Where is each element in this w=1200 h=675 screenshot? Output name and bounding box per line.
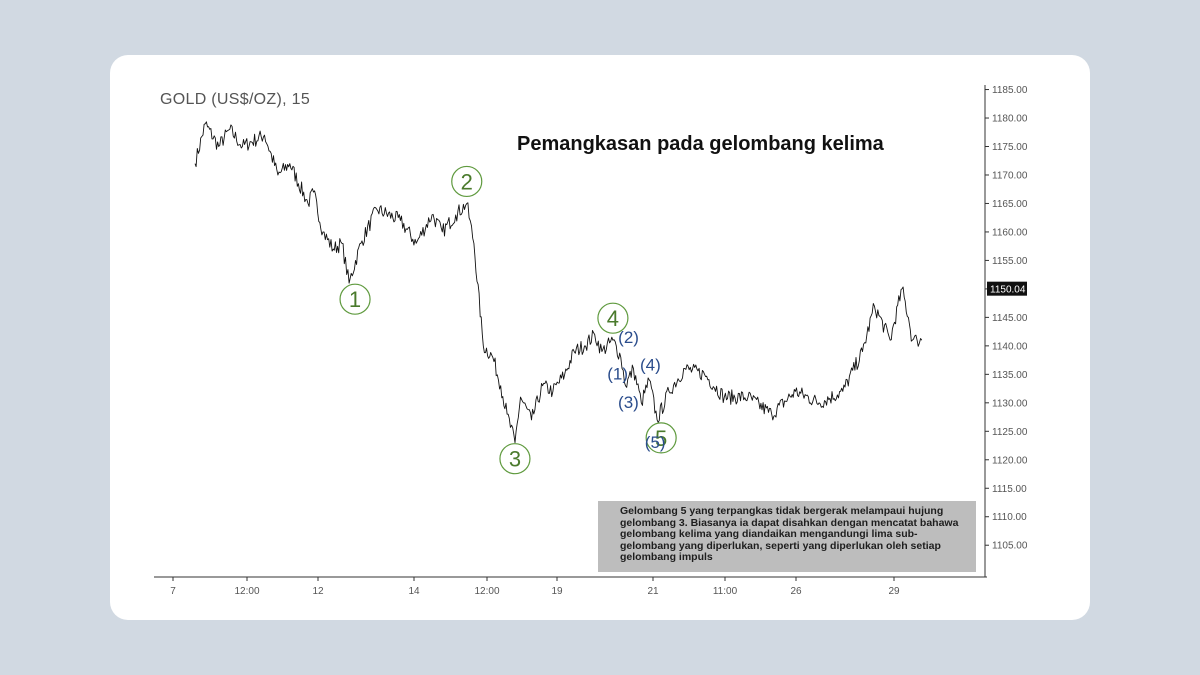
wave-circle-3 [499,443,531,475]
y-tick-label: 1185.00 [992,85,1028,96]
x-tick-label: 12:00 [474,586,499,597]
y-tick-label: 1110.00 [992,512,1027,523]
y-tick-label: 1115.00 [992,484,1027,495]
x-tick-label: 21 [647,586,659,597]
wave-circle-1 [339,283,371,315]
x-tick-label: 14 [408,586,420,597]
gold-price-chart: 1185.00 1180.00 1175.00 1170.00 1165.00 1160.… [154,85,1028,597]
wave-label-1: 1 [349,287,361,312]
y-tick-label: 1170.00 [992,170,1028,181]
y-tick-label: 1145.00 [992,313,1028,324]
subwave-label: (1) [607,364,628,383]
x-tick-label: 26 [790,586,802,597]
wave-circle-4 [597,302,629,334]
subwave-label: (3) [618,393,639,412]
current-price-label: 1150.04 [990,285,1026,296]
subwave-label: (5) [645,433,666,452]
y-tick-label: 1105.00 [992,541,1028,552]
wave-label-4: 4 [607,306,619,331]
x-tick-label: 29 [888,586,900,597]
wave-label-3: 3 [509,447,521,472]
x-tick-label: 12:00 [234,586,259,597]
y-tick-label: 1180.00 [992,114,1028,125]
price-line [194,121,923,444]
x-tick-label: 12 [312,586,324,597]
y-tick-label: 1175.00 [992,142,1028,153]
y-tick-label: 1120.00 [992,455,1028,466]
y-tick-label: 1160.00 [992,227,1028,238]
chart-card: 1185.00 1180.00 1175.00 1170.00 1165.00 1160.… [110,55,1090,620]
subwave-label: (2) [618,328,639,347]
y-tick-label: 1155.00 [992,256,1028,267]
y-tick-label: 1130.00 [992,398,1028,409]
wave-circle-2 [451,165,483,198]
annotation-box: Gelombang 5 yang terpangkas tidak berger… [598,501,976,572]
chart-title: Pemangkasan pada gelombang kelima [517,133,884,155]
y-tick-label: 1140.00 [992,341,1028,352]
y-tick-label: 1135.00 [992,370,1028,381]
current-price-tag [987,281,1027,296]
wave-label-5: 5 [655,426,667,451]
subwave-label: (4) [640,356,661,375]
wave-circle-5 [645,422,677,454]
symbol-label: GOLD (US$/OZ), 15 [160,91,311,108]
y-tick-label: 1125.00 [992,427,1028,438]
x-tick-label: 11:00 [713,586,738,597]
x-tick-label: 19 [551,586,563,597]
x-tick-label: 7 [170,586,176,597]
wave-label-2: 2 [461,169,473,194]
y-tick-label: 1165.00 [992,199,1028,210]
